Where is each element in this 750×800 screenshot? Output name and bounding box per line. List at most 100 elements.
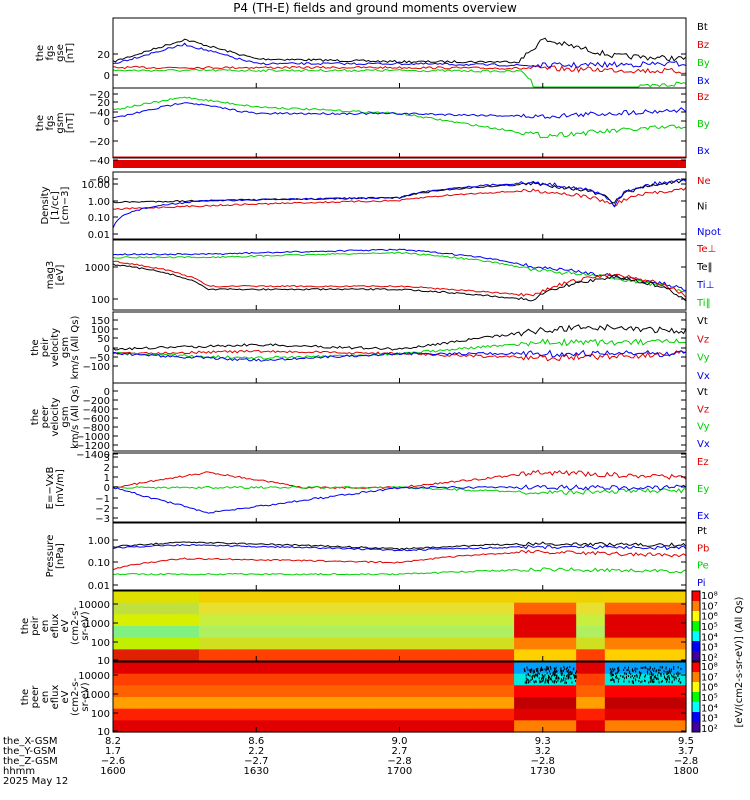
legend-fgs-gse-by: By xyxy=(697,58,710,69)
y-tick-label: −100 xyxy=(83,362,110,373)
y-axis-label-peer-eflux: sr-eV) xyxy=(80,682,91,711)
series-efield-ex xyxy=(113,485,686,513)
y-axis-label-peir-velocity: km/s (All Qs) xyxy=(70,316,81,380)
y-axis-label-fgs-gse: [nT] xyxy=(65,43,76,63)
series-efield-ez xyxy=(113,470,686,488)
legend-peer-velocity-vx: Vx xyxy=(697,439,710,450)
colorbar-segment xyxy=(692,722,700,733)
y-tick-label: 100 xyxy=(91,295,110,306)
y-tick-label: 10000 xyxy=(78,600,110,611)
colorbar-segment xyxy=(692,692,700,703)
colorbar-segment xyxy=(692,601,700,612)
y-axis-label-fgs-gsm: [nT] xyxy=(65,113,76,133)
colorbar-segment xyxy=(692,611,700,622)
legend-temperature-ti⊥: Ti⊥ xyxy=(696,280,714,291)
legend-peer-velocity-vz: Vz xyxy=(697,404,709,415)
legend-peir-velocity-vx: Vx xyxy=(697,371,710,382)
orbit-value: 1600 xyxy=(100,766,125,777)
y-tick-label: 0 xyxy=(104,117,110,128)
orbit-value: 1630 xyxy=(244,766,269,777)
colorbar-segment xyxy=(692,662,700,673)
legend-temperature-ti‖: Ti‖ xyxy=(696,298,711,309)
colorbar-segment xyxy=(692,651,700,662)
legend-fgs-gsm-bx: Bx xyxy=(697,146,710,157)
colorbar-segment xyxy=(692,712,700,723)
series-temperature-ti‖ xyxy=(113,252,686,291)
series-pressure-pb xyxy=(113,550,686,569)
legend-fgs-gse-bx: Bx xyxy=(697,76,710,87)
y-axis-label-efield: [mV/m] xyxy=(55,469,66,507)
orbit-value: 1700 xyxy=(387,766,412,777)
legend-density-npot: Npot xyxy=(697,227,721,238)
y-axis-label-peer-velocity: km/s (All Qs) xyxy=(70,385,81,449)
y-tick-label: 0 xyxy=(104,483,110,494)
y-tick-label: 10 xyxy=(97,656,110,667)
date-label: 2025 May 12 xyxy=(3,776,68,787)
legend-temperature-te‖: Te‖ xyxy=(696,262,713,273)
legend-fgs-gse-bz: Bz xyxy=(697,40,709,51)
series-peir-velocity-vz xyxy=(113,350,686,360)
colorbar-title: [eV/(cm2-s-sr-eV)] (All Qs) xyxy=(734,596,745,727)
series-pressure-pe xyxy=(113,568,686,575)
legend-temperature-te⊥: Te⊥ xyxy=(696,244,716,255)
legend-pressure-pi: Pi xyxy=(697,578,706,589)
legend-efield-ey: Ey xyxy=(697,484,709,495)
y-tick-label: 0.01 xyxy=(88,581,110,592)
legend-peir-velocity-vz: Vz xyxy=(697,334,709,345)
legend-efield-ex: Ex xyxy=(697,511,709,522)
colorbar-segment xyxy=(692,631,700,642)
y-tick-label: 0 xyxy=(104,71,110,82)
legend-fgs-gsm-by: By xyxy=(697,119,710,130)
legend-peer-velocity-vt: Vt xyxy=(697,387,708,398)
panel-frame-fgs-gsm xyxy=(113,88,686,158)
y-tick-label: 100 xyxy=(91,709,110,720)
series-fgs-gse-bt xyxy=(113,38,686,63)
y-axis-label-density: [cm−3] xyxy=(60,187,71,225)
legend-peer-velocity-vy: Vy xyxy=(697,422,710,433)
electron-spectrogram xyxy=(113,662,687,733)
series-fgs-gsm-by xyxy=(113,97,686,138)
colorbar-segment xyxy=(692,591,700,602)
y-tick-label: 1000 xyxy=(85,263,110,274)
y-tick-label: −3 xyxy=(95,514,110,525)
y-tick-label: 20 xyxy=(97,98,110,109)
y-tick-label: 10.00 xyxy=(81,180,110,191)
colorbar-segment xyxy=(692,672,700,683)
y-tick-label: 20 xyxy=(97,50,110,61)
y-tick-label: −40 xyxy=(89,156,110,167)
colorbar-tick-label: 10² xyxy=(701,724,718,735)
legend-pressure-pb: Pb xyxy=(697,543,709,554)
y-axis-label-peir-eflux: sr-eV) xyxy=(80,611,91,640)
series-density-ni xyxy=(113,180,686,204)
y-tick-label: 0.01 xyxy=(88,230,110,241)
y-tick-label: 100 xyxy=(91,638,110,649)
series-density-npot xyxy=(113,179,686,228)
legend-peir-velocity-vt: Vt xyxy=(697,316,708,327)
orbit-value: 1730 xyxy=(530,766,555,777)
legend-peir-velocity-vy: Vy xyxy=(697,353,710,364)
y-tick-label: 1.00 xyxy=(88,536,110,547)
panel-frame-density xyxy=(113,172,686,239)
ion-spectrogram xyxy=(113,591,687,662)
series-temperature-te‖ xyxy=(113,264,686,301)
legend-pressure-pe: Pe xyxy=(697,561,709,572)
panel-frame-pressure xyxy=(113,522,686,590)
y-axis-label-pressure: [nPa] xyxy=(55,543,66,569)
orbit-value: 1800 xyxy=(673,766,698,777)
colorbar-segment xyxy=(692,621,700,632)
colorbar-segment xyxy=(692,702,700,713)
legend-density-ni: Ni xyxy=(697,202,707,213)
legend-density-ne: Ne xyxy=(697,176,711,187)
y-tick-label: 10000 xyxy=(78,671,110,682)
colorbar-segment xyxy=(692,641,700,652)
legend-efield-ez: Ez xyxy=(697,457,709,468)
panel-frame-peir-velocity xyxy=(113,312,686,383)
panel-frame-peer-velocity xyxy=(113,383,686,451)
y-tick-label: 0.10 xyxy=(88,213,110,224)
y-tick-label: 1.00 xyxy=(88,197,110,208)
legend-fgs-gsm-bz: Bz xyxy=(697,92,709,103)
legend-pressure-pt: Pt xyxy=(697,526,707,537)
separator-band xyxy=(113,160,686,168)
series-peir-velocity-vt xyxy=(113,325,686,350)
